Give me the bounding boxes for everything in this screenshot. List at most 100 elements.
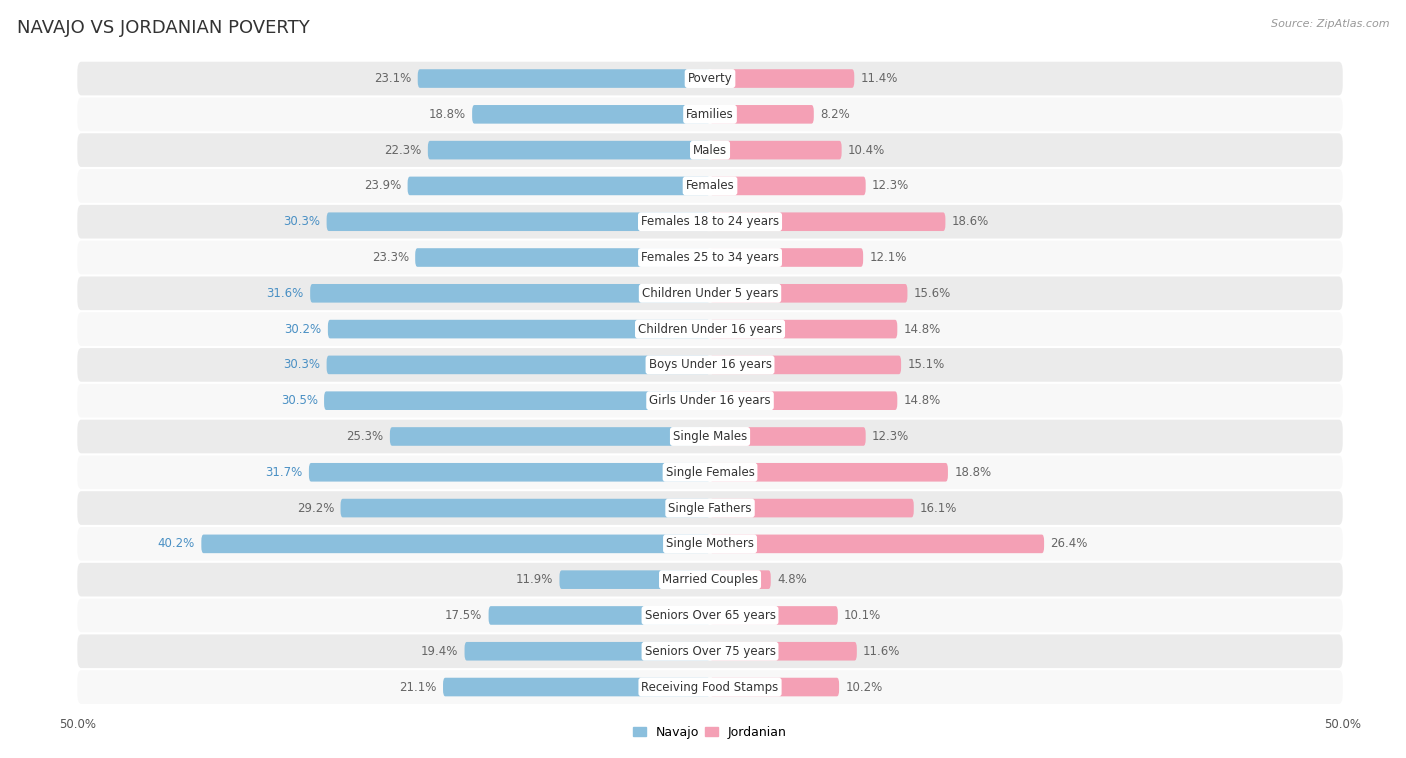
FancyBboxPatch shape: [77, 312, 1343, 346]
FancyBboxPatch shape: [408, 177, 710, 196]
FancyBboxPatch shape: [311, 284, 710, 302]
Text: Seniors Over 65 years: Seniors Over 65 years: [644, 609, 776, 622]
Text: Families: Families: [686, 108, 734, 121]
Text: Males: Males: [693, 143, 727, 157]
Text: 30.5%: 30.5%: [281, 394, 318, 407]
FancyBboxPatch shape: [77, 205, 1343, 239]
Text: 26.4%: 26.4%: [1050, 537, 1088, 550]
FancyBboxPatch shape: [77, 169, 1343, 202]
FancyBboxPatch shape: [710, 463, 948, 481]
Text: 21.1%: 21.1%: [399, 681, 437, 694]
FancyBboxPatch shape: [710, 212, 945, 231]
Text: 18.8%: 18.8%: [429, 108, 465, 121]
Text: Children Under 16 years: Children Under 16 years: [638, 323, 782, 336]
FancyBboxPatch shape: [710, 570, 770, 589]
FancyBboxPatch shape: [710, 141, 842, 159]
Text: Single Males: Single Males: [673, 430, 747, 443]
Text: 31.7%: 31.7%: [266, 465, 302, 479]
Text: 14.8%: 14.8%: [904, 394, 941, 407]
FancyBboxPatch shape: [710, 105, 814, 124]
FancyBboxPatch shape: [443, 678, 710, 697]
FancyBboxPatch shape: [710, 177, 866, 196]
FancyBboxPatch shape: [560, 570, 710, 589]
Text: 18.6%: 18.6%: [952, 215, 988, 228]
Text: 11.6%: 11.6%: [863, 645, 900, 658]
FancyBboxPatch shape: [710, 356, 901, 374]
Text: Single Fathers: Single Fathers: [668, 502, 752, 515]
Text: 30.2%: 30.2%: [284, 323, 322, 336]
FancyBboxPatch shape: [710, 69, 855, 88]
FancyBboxPatch shape: [77, 241, 1343, 274]
FancyBboxPatch shape: [464, 642, 710, 660]
Text: 16.1%: 16.1%: [920, 502, 957, 515]
Text: 23.9%: 23.9%: [364, 180, 401, 193]
FancyBboxPatch shape: [77, 277, 1343, 310]
Text: 17.5%: 17.5%: [446, 609, 482, 622]
FancyBboxPatch shape: [77, 133, 1343, 167]
FancyBboxPatch shape: [418, 69, 710, 88]
Text: Children Under 5 years: Children Under 5 years: [641, 287, 779, 300]
FancyBboxPatch shape: [489, 606, 710, 625]
Text: 12.3%: 12.3%: [872, 430, 910, 443]
FancyBboxPatch shape: [309, 463, 710, 481]
Text: 12.1%: 12.1%: [869, 251, 907, 264]
Text: 23.1%: 23.1%: [374, 72, 412, 85]
FancyBboxPatch shape: [77, 491, 1343, 525]
Text: 12.3%: 12.3%: [872, 180, 910, 193]
FancyBboxPatch shape: [77, 599, 1343, 632]
Text: 30.3%: 30.3%: [283, 215, 321, 228]
Text: 11.4%: 11.4%: [860, 72, 898, 85]
Text: 29.2%: 29.2%: [297, 502, 335, 515]
FancyBboxPatch shape: [328, 320, 710, 338]
FancyBboxPatch shape: [77, 456, 1343, 489]
FancyBboxPatch shape: [710, 499, 914, 518]
FancyBboxPatch shape: [77, 527, 1343, 561]
Text: 22.3%: 22.3%: [384, 143, 422, 157]
Text: NAVAJO VS JORDANIAN POVERTY: NAVAJO VS JORDANIAN POVERTY: [17, 19, 309, 37]
Text: Females: Females: [686, 180, 734, 193]
FancyBboxPatch shape: [326, 212, 710, 231]
Text: Married Couples: Married Couples: [662, 573, 758, 586]
Text: 11.9%: 11.9%: [516, 573, 553, 586]
Text: Single Mothers: Single Mothers: [666, 537, 754, 550]
Text: Single Females: Single Females: [665, 465, 755, 479]
FancyBboxPatch shape: [710, 284, 907, 302]
Text: 10.2%: 10.2%: [845, 681, 883, 694]
FancyBboxPatch shape: [415, 248, 710, 267]
Text: Females 25 to 34 years: Females 25 to 34 years: [641, 251, 779, 264]
FancyBboxPatch shape: [710, 642, 856, 660]
FancyBboxPatch shape: [427, 141, 710, 159]
FancyBboxPatch shape: [77, 563, 1343, 597]
Text: 15.1%: 15.1%: [907, 359, 945, 371]
FancyBboxPatch shape: [340, 499, 710, 518]
FancyBboxPatch shape: [710, 391, 897, 410]
Text: 40.2%: 40.2%: [157, 537, 195, 550]
Text: 18.8%: 18.8%: [955, 465, 991, 479]
Text: Receiving Food Stamps: Receiving Food Stamps: [641, 681, 779, 694]
Text: 10.1%: 10.1%: [844, 609, 882, 622]
Text: 14.8%: 14.8%: [904, 323, 941, 336]
Text: 23.3%: 23.3%: [371, 251, 409, 264]
FancyBboxPatch shape: [77, 384, 1343, 418]
FancyBboxPatch shape: [710, 606, 838, 625]
FancyBboxPatch shape: [710, 534, 1045, 553]
Text: Seniors Over 75 years: Seniors Over 75 years: [644, 645, 776, 658]
Text: Poverty: Poverty: [688, 72, 733, 85]
Text: 10.4%: 10.4%: [848, 143, 886, 157]
FancyBboxPatch shape: [326, 356, 710, 374]
FancyBboxPatch shape: [710, 248, 863, 267]
Text: 4.8%: 4.8%: [778, 573, 807, 586]
FancyBboxPatch shape: [201, 534, 710, 553]
Text: 8.2%: 8.2%: [820, 108, 849, 121]
Text: Females 18 to 24 years: Females 18 to 24 years: [641, 215, 779, 228]
FancyBboxPatch shape: [710, 320, 897, 338]
Text: Source: ZipAtlas.com: Source: ZipAtlas.com: [1271, 19, 1389, 29]
Text: Boys Under 16 years: Boys Under 16 years: [648, 359, 772, 371]
FancyBboxPatch shape: [77, 98, 1343, 131]
FancyBboxPatch shape: [77, 348, 1343, 382]
FancyBboxPatch shape: [77, 420, 1343, 453]
Text: 25.3%: 25.3%: [346, 430, 384, 443]
FancyBboxPatch shape: [710, 428, 866, 446]
FancyBboxPatch shape: [325, 391, 710, 410]
Legend: Navajo, Jordanian: Navajo, Jordanian: [628, 721, 792, 744]
